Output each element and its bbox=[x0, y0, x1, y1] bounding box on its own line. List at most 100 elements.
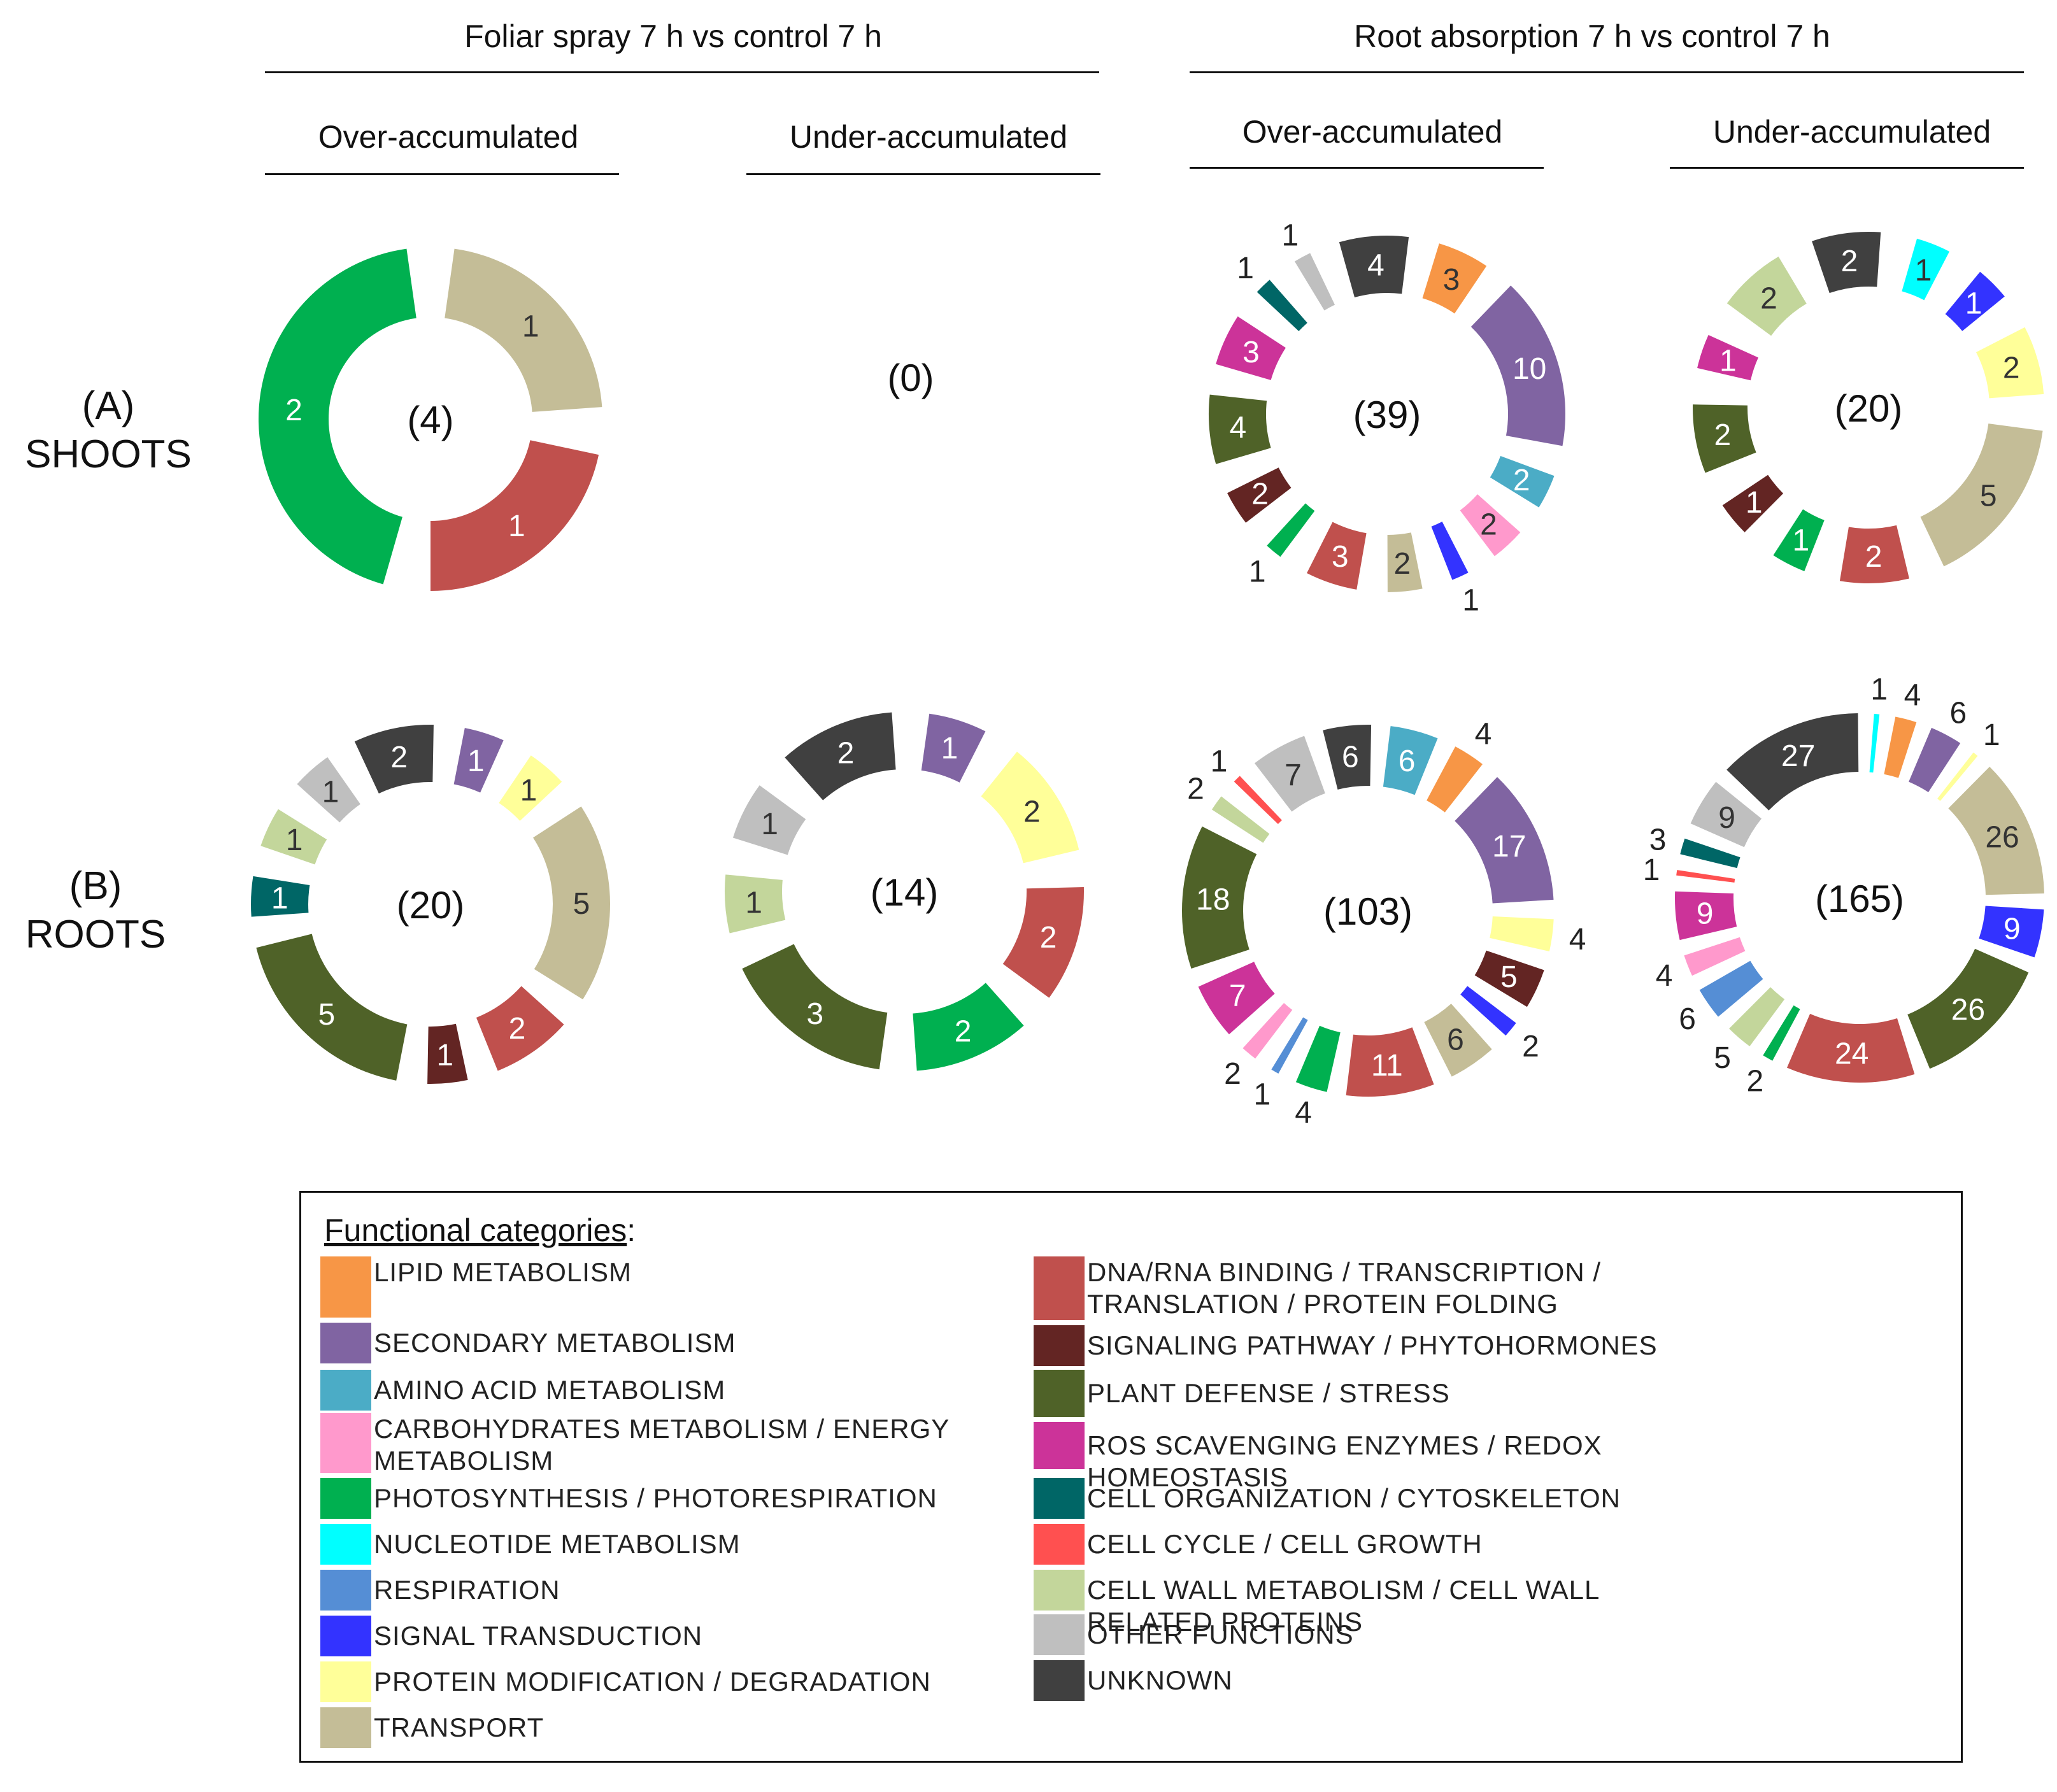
legend-swatch bbox=[1034, 1478, 1085, 1519]
donut-segment bbox=[251, 876, 310, 917]
donut-segment-label: 3 bbox=[1332, 540, 1349, 574]
legend-label: TRANSPORT bbox=[374, 1712, 544, 1742]
legend-swatch bbox=[1034, 1370, 1085, 1417]
donut-chart-6: (14) 1 2 2 2 3 1 1 2 bbox=[725, 712, 1084, 1071]
donut-segment-label: 2 bbox=[1224, 1057, 1241, 1091]
donut-segment-label: 4 bbox=[1569, 923, 1586, 956]
donut-total-label: (4) bbox=[407, 399, 453, 441]
donut-segment-label: 2 bbox=[1480, 508, 1497, 542]
donut-segment-label: 5 bbox=[318, 998, 336, 1032]
donut-total-label: (165) bbox=[1815, 878, 1904, 920]
donut-segment-label: 1 bbox=[520, 774, 537, 807]
donut-segment bbox=[1470, 285, 1565, 446]
donut-segment bbox=[1427, 746, 1483, 813]
donut-segment-label: 1 bbox=[1237, 252, 1254, 285]
legend-label: SIGNAL TRANSDUCTION bbox=[374, 1621, 703, 1651]
donut-segment bbox=[1216, 316, 1286, 380]
donut-segment bbox=[1474, 950, 1544, 1007]
donut-segment-label: 4 bbox=[1904, 679, 1921, 713]
donut-segment-label: 4 bbox=[1475, 718, 1492, 751]
donut-segment bbox=[1256, 280, 1307, 332]
donut-segment-label: 2 bbox=[285, 394, 302, 427]
legend-label: CELL ORGANIZATION / CYTOSKELETON bbox=[1087, 1483, 1621, 1513]
legend-swatch bbox=[320, 1413, 371, 1473]
donut-segment bbox=[921, 713, 986, 783]
donut-chart-1: (4) 1 1 2 bbox=[259, 248, 602, 591]
donut-segment-label: 9 bbox=[2004, 912, 2021, 946]
legend-label: NUCLEOTIDE METABOLISM bbox=[374, 1529, 741, 1559]
donut-segment bbox=[1869, 713, 1880, 773]
donut-segment-label: 5 bbox=[573, 887, 590, 921]
donut-segment bbox=[1455, 777, 1554, 904]
donut-segment-label: 2 bbox=[390, 741, 408, 774]
donut-segment bbox=[1346, 1027, 1434, 1097]
donut-segment-label: 6 bbox=[1399, 744, 1416, 778]
legend-swatch bbox=[320, 1256, 371, 1318]
legend-label: CELL CYCLE / CELL GROWTH bbox=[1087, 1529, 1483, 1559]
donut-segment bbox=[259, 248, 416, 585]
donut-segment bbox=[1422, 243, 1487, 314]
donut-segment bbox=[1460, 986, 1516, 1036]
donut-total-label: (20) bbox=[1835, 387, 1903, 430]
donut-chart-2: (0) bbox=[887, 357, 934, 399]
donut-segment-label: 3 bbox=[1242, 336, 1260, 369]
legend-label: PROTEIN MODIFICATION / DEGRADATION bbox=[374, 1667, 931, 1696]
donut-segment bbox=[256, 934, 408, 1081]
donut-segment bbox=[1697, 334, 1758, 381]
donut-segment bbox=[1684, 937, 1746, 976]
donut-segment-label: 1 bbox=[1746, 486, 1763, 520]
donut-segment-label: 1 bbox=[1249, 555, 1266, 589]
donut-segment-label: 2 bbox=[1513, 464, 1530, 497]
donut-segment bbox=[1945, 271, 2005, 331]
legend-swatch bbox=[320, 1570, 371, 1611]
subheader-root-over: Over-accumulated bbox=[1242, 114, 1503, 150]
donut-segment-label: 4 bbox=[1295, 1096, 1312, 1130]
donut-segment bbox=[1254, 736, 1325, 812]
donut-segment bbox=[1209, 394, 1271, 464]
subheader-root-under: Under-accumulated bbox=[1712, 114, 1991, 150]
donut-segment bbox=[1675, 891, 1737, 941]
donut-segment bbox=[260, 809, 327, 865]
donut-segment-label: 1 bbox=[1643, 853, 1660, 887]
legend-label: DNA/RNA BINDING / TRANSCRIPTION / TRANSL… bbox=[1087, 1257, 1601, 1319]
donut-segment bbox=[1271, 1017, 1308, 1074]
donut-segment bbox=[445, 248, 602, 412]
donut-segment-label: 2 bbox=[1746, 1064, 1763, 1098]
donut-segment-label: 2 bbox=[2003, 352, 2020, 385]
donut-segment bbox=[1680, 838, 1740, 869]
donut-segment-label: 4 bbox=[1230, 411, 1247, 445]
donut-segment-label: 2 bbox=[1522, 1030, 1539, 1063]
donut-segment-label: 7 bbox=[1229, 979, 1246, 1013]
row-label-shoots: (A) SHOOTS bbox=[25, 384, 192, 476]
donut-segment-label: 1 bbox=[271, 882, 288, 916]
donut-segment bbox=[1909, 727, 1961, 793]
legend-swatch bbox=[1034, 1256, 1085, 1320]
donut-segment-label: 2 bbox=[955, 1014, 972, 1048]
donut-segment-label: 1 bbox=[1211, 744, 1228, 778]
legend-label: AMINO ACID METABOLISM bbox=[374, 1375, 726, 1405]
donut-segment-label: 1 bbox=[522, 309, 539, 343]
donut-segment bbox=[913, 983, 1024, 1071]
row-label-roots: (B) ROOTS bbox=[25, 864, 166, 956]
subheader-root-over-rule bbox=[1190, 167, 1544, 169]
donut-segment-label: 1 bbox=[286, 823, 303, 857]
donut-segment-label: 4 bbox=[1367, 249, 1384, 283]
donut-segment-label: 1 bbox=[1719, 344, 1737, 378]
donut-segment-label: 5 bbox=[1500, 960, 1518, 994]
donut-segment-label: 3 bbox=[806, 997, 823, 1031]
donut-segment-label: 1 bbox=[1793, 523, 1810, 557]
donut-segment bbox=[499, 755, 562, 821]
legend-swatch bbox=[320, 1323, 371, 1363]
legend-label: LIPID METABOLISM bbox=[374, 1257, 632, 1287]
donut-segment-label: 1 bbox=[761, 807, 778, 841]
legend-swatch bbox=[320, 1524, 371, 1565]
donut-segment-label: 1 bbox=[322, 775, 339, 809]
donut-segment-label: 2 bbox=[1187, 772, 1204, 806]
donut-segment bbox=[1234, 776, 1282, 825]
donut-segment bbox=[1490, 916, 1554, 951]
donut-segment-label: 11 bbox=[1371, 1049, 1403, 1083]
donut-segment-label: 27 bbox=[1781, 739, 1815, 773]
donut-segment bbox=[1839, 525, 1909, 583]
